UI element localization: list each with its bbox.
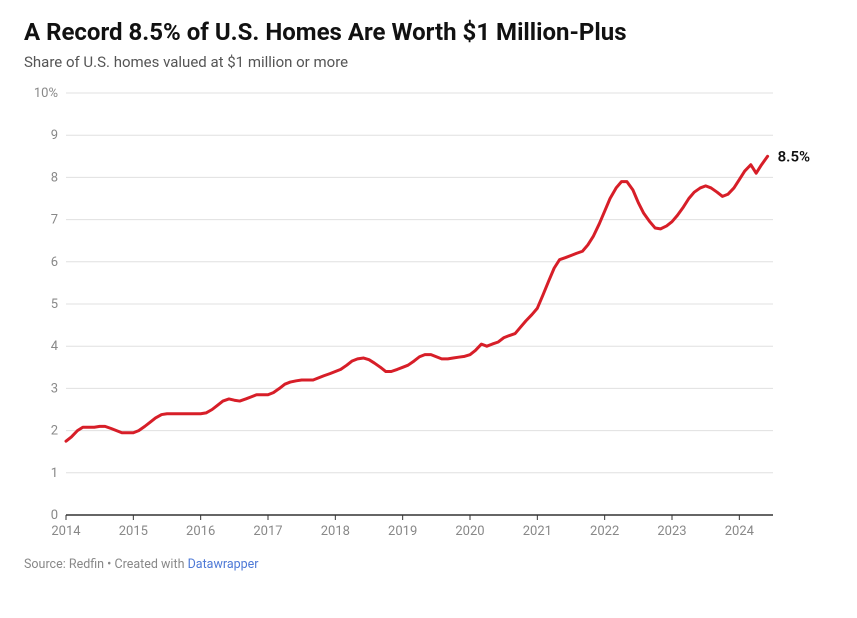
y-tick-label: 3 [51, 381, 58, 396]
chart-subtitle: Share of U.S. homes valued at $1 million… [24, 53, 833, 71]
y-tick-label: 9 [51, 128, 58, 143]
x-tick-label: 2019 [388, 524, 417, 539]
y-tick-label: 0 [51, 508, 58, 523]
y-tick-label: 6 [51, 255, 58, 270]
series-end-label: 8.5% [778, 147, 810, 165]
chart-title: A Record 8.5% of U.S. Homes Are Worth $1… [24, 18, 833, 47]
x-tick-label: 2021 [523, 524, 552, 539]
x-tick-label: 2016 [186, 524, 215, 539]
y-tick-label: 1 [51, 466, 58, 481]
x-tick-label: 2023 [657, 524, 686, 539]
y-tick-label: 5 [51, 297, 58, 312]
source-line: Source: Redfin • Created with Datawrappe… [24, 557, 833, 572]
y-tick-label: 2 [51, 423, 58, 438]
source-text: Source: Redfin • Created with [24, 557, 188, 572]
x-tick-label: 2017 [253, 524, 282, 539]
source-link[interactable]: Datawrapper [188, 557, 259, 572]
x-tick-label: 2024 [725, 524, 755, 539]
x-tick-label: 2022 [590, 524, 619, 539]
x-tick-label: 2020 [455, 524, 484, 539]
y-tick-label: 4 [51, 339, 59, 354]
y-tick-label: 8 [51, 170, 58, 185]
y-tick-label: 10% [34, 86, 58, 101]
chart-container: 0 1 2 3 4 5 6 7 8 9 10% 2014 2015 2016 2017 2018 2019 202… [24, 85, 833, 545]
y-tick-label: 7 [51, 212, 58, 227]
x-tick-label: 2018 [321, 524, 350, 539]
x-tick-label: 2014 [51, 524, 81, 539]
series-line [66, 156, 768, 441]
line-chart: 0 1 2 3 4 5 6 7 8 9 10% 2014 2015 2016 2017 2018 2019 202… [24, 85, 833, 545]
x-tick-label: 2015 [119, 524, 148, 539]
